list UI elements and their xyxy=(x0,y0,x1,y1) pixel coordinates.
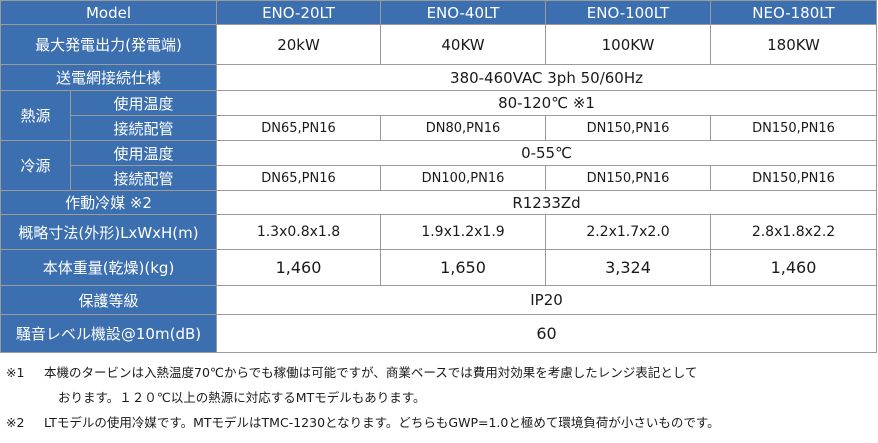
model-name: ENO-100LT xyxy=(545,0,712,25)
dimensions-value: 2.2x1.7x2.0 xyxy=(545,214,712,250)
model-name: ENO-20LT xyxy=(216,0,382,25)
model-row: Model ENO-20LT ENO-40LT ENO-100LT NEO-18… xyxy=(0,0,878,25)
grid-spec-label: 送電網接続仕様 xyxy=(0,64,218,91)
max-output-label: 最大発電出力(発電端) xyxy=(0,24,218,65)
dimensions-value: 1.3x0.8x1.8 xyxy=(216,214,382,250)
heat-source-pipe-value: DN80,PN16 xyxy=(380,115,547,141)
cold-source-pipe-value: DN150,PN16 xyxy=(545,165,712,191)
heat-source-temp-row: 熱源 使用温度 80-120℃ ※1 xyxy=(0,90,878,141)
max-output-row: 最大発電出力(発電端) 20kW 40KW 100KW 180KW xyxy=(0,24,878,65)
cold-source-pipe-value: DN100,PN16 xyxy=(380,165,547,191)
footnote-1-text: 本機のタービンは入熱温度70℃からでも稼働は可能ですが、商業ベースでは費用対効果… xyxy=(44,365,698,380)
weight-row: 本体重量(乾燥)(kg) 1,460 1,650 3,324 1,460 xyxy=(0,249,878,286)
model-name: ENO-40LT xyxy=(380,0,547,25)
weight-label: 本体重量(乾燥)(kg) xyxy=(0,249,218,286)
grid-spec-row: 送電網接続仕様 380-460VAC 3ph 50/60Hz xyxy=(0,64,878,91)
heat-source-pipe-value: DN150,PN16 xyxy=(545,115,712,141)
refrigerant-value: R1233Zd xyxy=(216,190,878,215)
heat-source-pipe-value: DN65,PN16 xyxy=(216,115,382,141)
cold-source-temp-label: 使用温度 xyxy=(69,140,218,166)
footnote-2-text: LTモデルの使用冷媒です。MTモデルはTMC-1230となります。どちらもGWP… xyxy=(44,415,720,430)
weight-value: 1,650 xyxy=(380,249,547,286)
noise-row: 騒音レベル機設@10m(dB) 60 xyxy=(0,314,878,353)
dimensions-value: 1.9x1.2x1.9 xyxy=(380,214,547,250)
weight-value: 1,460 xyxy=(216,249,382,286)
heat-source-temp-label: 使用温度 xyxy=(69,90,218,116)
protection-row: 保護等級 IP20 xyxy=(0,285,878,315)
cold-source-label: 冷源 xyxy=(0,140,71,191)
weight-value: 3,324 xyxy=(545,249,712,286)
model-header-label: Model xyxy=(0,0,218,25)
max-output-value: 20kW xyxy=(216,24,382,65)
weight-value: 1,460 xyxy=(710,249,878,286)
dimensions-label: 概略寸法(外形)LxWxH(m) xyxy=(0,214,218,250)
refrigerant-row: 作動冷媒 ※2 R1233Zd xyxy=(0,190,878,215)
footnotes: ※1 本機のタービンは入熱温度70℃からでも稼働は可能ですが、商業ベースでは費用… xyxy=(6,360,874,435)
refrigerant-label: 作動冷媒 ※2 xyxy=(0,190,218,215)
cold-source-pipe-label: 接続配管 xyxy=(69,165,218,191)
heat-source-pipe-label: 接続配管 xyxy=(69,115,218,141)
protection-value: IP20 xyxy=(216,285,878,315)
model-name: NEO-180LT xyxy=(710,0,878,25)
grid-spec-value: 380-460VAC 3ph 50/60Hz xyxy=(216,64,878,91)
dimensions-value: 2.8x1.8x2.2 xyxy=(710,214,878,250)
footnote-1: ※1 本機のタービンは入熱温度70℃からでも稼働は可能ですが、商業ベースでは費用… xyxy=(6,360,874,385)
heat-source-temp-value: 80-120℃ ※1 xyxy=(216,90,878,116)
heat-source-pipe-row: 接続配管 DN65,PN16 DN80,PN16 DN150,PN16 DN15… xyxy=(1,115,878,141)
max-output-value: 100KW xyxy=(545,24,712,65)
footnote-1-mark: ※1 xyxy=(6,365,25,380)
protection-label: 保護等級 xyxy=(0,285,218,315)
footnote-2-mark: ※2 xyxy=(6,415,25,430)
cold-source-pipe-value: DN65,PN16 xyxy=(216,165,382,191)
dimensions-row: 概略寸法(外形)LxWxH(m) 1.3x0.8x1.8 1.9x1.2x1.9… xyxy=(0,214,878,250)
cold-source-temp-row: 冷源 使用温度 0-55℃ xyxy=(0,140,878,191)
heat-source-pipe-value: DN150,PN16 xyxy=(710,115,878,141)
heat-source-label: 熱源 xyxy=(0,90,71,141)
noise-value: 60 xyxy=(216,314,878,353)
noise-label: 騒音レベル機設@10m(dB) xyxy=(0,314,218,353)
cold-source-pipe-value: DN150,PN16 xyxy=(710,165,878,191)
footnote-1-continuation: おります。１２０℃以上の熱源に対応するMTモデルもあります。 xyxy=(58,390,426,405)
cold-source-pipe-row: 接続配管 DN65,PN16 DN100,PN16 DN150,PN16 DN1… xyxy=(1,165,878,191)
spec-table: Model ENO-20LT ENO-40LT ENO-100LT NEO-18… xyxy=(0,0,878,353)
cold-source-temp-value: 0-55℃ xyxy=(216,140,878,166)
max-output-value: 40KW xyxy=(380,24,547,65)
max-output-value: 180KW xyxy=(710,24,878,65)
footnote-2: ※2 LTモデルの使用冷媒です。MTモデルはTMC-1230となります。どちらも… xyxy=(6,410,874,435)
